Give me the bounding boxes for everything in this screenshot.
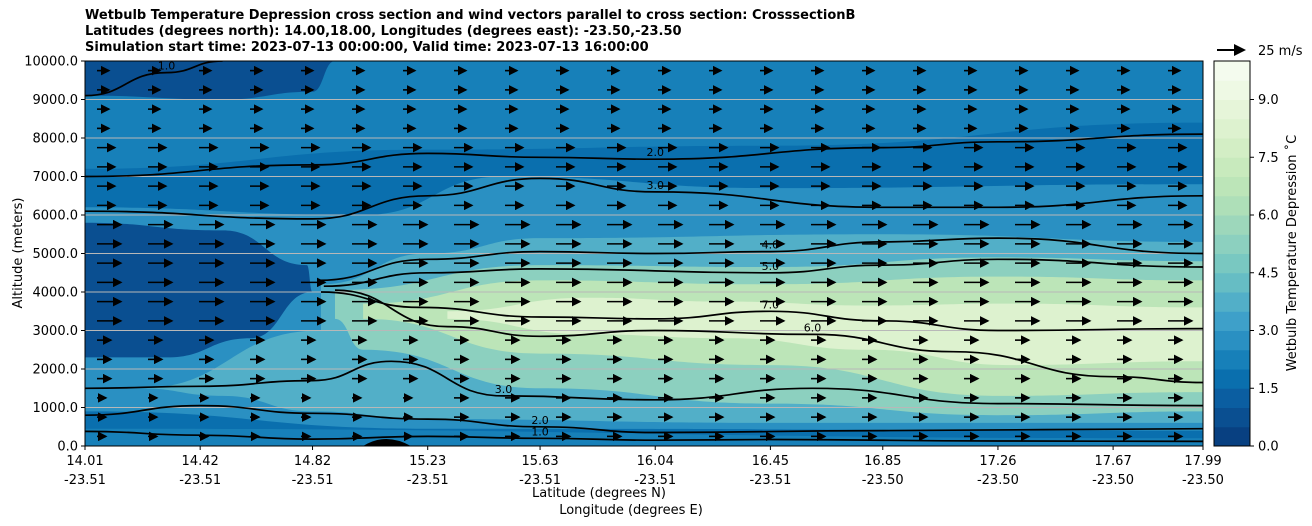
contour-line [320,291,1203,332]
colorbar-tick-label: 0.0 [1258,440,1279,455]
contour-fill-region [85,61,335,100]
contour-line [85,61,223,97]
x-tick-label-lon: -23.51 [179,473,221,488]
y-tick-label: 0.0 [57,440,78,455]
x-tick-label-lon: -23.51 [64,473,106,488]
contour-label: 3.0 [495,383,513,396]
chart-title: Wetbulb Temperature Depression cross sec… [85,8,856,23]
contour-fill-region [447,297,1203,366]
contour-line [323,258,1203,288]
contour-line [334,289,1203,384]
colorbar-tick-label: 4.5 [1258,266,1279,281]
colorbar-tick-label: 1.5 [1258,382,1279,397]
y-tick-label: 4000.0 [33,286,79,301]
colorbar-band [1214,330,1250,351]
terrain-shape [363,439,411,446]
x-tick-label-lat: 14.01 [66,454,103,469]
colorbar-band [1214,292,1250,312]
colorbar-band [1214,253,1250,274]
y-axis-label: Altitude (meters) [11,198,26,309]
colorbar-band [1214,272,1250,293]
colorbar-band [1214,195,1250,216]
wind-key: 25 m/s [1217,44,1303,59]
wind-vectors [97,65,1194,442]
x-tick-label-lat: 14.42 [182,454,219,469]
x-tick-label-lon: -23.50 [862,473,904,488]
contour-line [85,177,1203,220]
contour-lines [85,61,1203,443]
y-tick-label: 8000.0 [33,132,79,147]
x-tick-label-lat: 17.26 [979,454,1016,469]
colorbar-band [1214,118,1250,139]
x-tick-label-lat: 16.85 [864,454,901,469]
chart-subtitle-times: Simulation start time: 2023-07-13 00:00:… [85,40,649,55]
chart-subtitle-coordinates: Latitudes (degrees north): 14.00,18.00, … [85,24,682,39]
colorbar-tick-label: 9.0 [1258,93,1279,108]
x-tick-label-lon: -23.51 [519,473,561,488]
x-tick-label-lat: 16.45 [752,454,789,469]
colorbar-band [1214,215,1250,235]
x-tick-label-lon: -23.50 [977,473,1019,488]
y-axis: 0.0 1000.0 2000.0 3000.0 4000.0 5000.0 6000.0 7… [24,55,85,455]
contour-fill-region [85,222,313,358]
contour-label: 4.0 [762,239,780,252]
colorbar-tick-label: 3.0 [1258,324,1279,339]
colorbar-band [1214,176,1250,197]
x-tick-label-lon: -23.51 [407,473,449,488]
wind-key-label: 25 m/s [1258,44,1303,59]
y-tick-label: 6000.0 [33,209,79,224]
colorbar-band [1214,234,1250,254]
x-tick-label-lon: -23.51 [749,473,791,488]
colorbar-band [1214,369,1250,389]
y-tick-label: 2000.0 [33,363,79,378]
x-tick-label-lat: 17.67 [1095,454,1132,469]
contour-label: 3.0 [646,179,664,192]
contour-label: 7.0 [762,298,780,311]
x-axis-label-longitude: Longitude (degrees E) [559,503,703,518]
y-tick-label: 10000.0 [24,55,78,70]
contour-label: 6.0 [804,321,822,334]
x-axis-label-latitude: Latitude (degrees N) [532,486,666,501]
colorbar-label: Wetbulb Temperature Depression ˚C [1284,135,1300,372]
contour-label: 1.0 [158,60,176,73]
colorbar-band [1214,80,1250,100]
x-tick-label-lon: -23.51 [292,473,334,488]
colorbar-band [1214,407,1250,428]
contour-line [85,360,1203,407]
colorbar-band [1214,99,1250,120]
x-tick-label-lat: 14.82 [294,454,331,469]
colorbar-band [1214,311,1250,331]
y-tick-label: 7000.0 [33,170,79,185]
x-tick-label-lat: 16.04 [637,454,674,469]
colorbar-tick-label: 6.0 [1258,209,1279,224]
contour-line [85,404,1203,434]
y-tick-label: 1000.0 [33,401,79,416]
colorbar: 0.0 1.5 3.0 4.5 6.0 7.5 9.0 [1213,60,1279,455]
contour-label: 2.0 [531,414,549,427]
colorbar-band [1214,426,1250,447]
colorbar-band [1214,388,1250,408]
colorbar-frame [1213,60,1251,447]
x-tick-label-lon: -23.50 [1182,473,1224,488]
y-tick-label: 5000.0 [33,247,79,262]
contour-label: 2.0 [646,146,664,159]
x-tick-label-lat: 17.99 [1184,454,1221,469]
colorbar-band [1214,138,1250,158]
contour-label: 5.0 [762,260,780,273]
x-tick-label-lon: -23.51 [634,473,676,488]
colorbar-tick-label: 7.5 [1258,151,1279,166]
x-tick-label-lat: 15.23 [409,454,446,469]
x-tick-label-lon: -23.50 [1092,473,1134,488]
x-tick-label-lat: 15.63 [521,454,558,469]
y-tick-label: 3000.0 [33,324,79,339]
colorbar-band [1214,157,1250,177]
colorbar-band [1214,349,1250,370]
contour-line [318,237,1203,282]
x-axis: 14.01 -23.51 14.42 -23.51 14.82 -23.51 15.23 -2… [64,446,1224,488]
colorbar-band [1214,61,1250,81]
contour-label: 1.0 [531,425,549,438]
y-tick-label: 9000.0 [33,93,79,108]
